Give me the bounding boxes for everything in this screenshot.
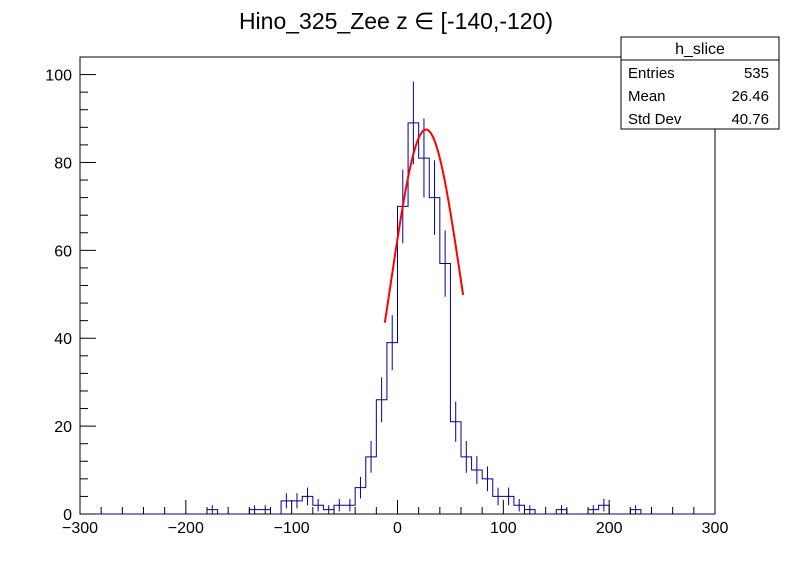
stats-mean-label: Mean (628, 88, 666, 105)
y-tick-label: 100 (45, 68, 72, 85)
stats-mean-value: 26.46 (731, 88, 769, 105)
y-tick-label: 20 (54, 419, 72, 436)
chart-title: Hino_325_Zee z ∈ [-140,-120) (239, 8, 553, 34)
y-tick-label: 60 (54, 243, 72, 260)
y-tick-label: 40 (54, 331, 72, 348)
x-tick-label: −200 (168, 520, 204, 537)
y-tick-label: 0 (63, 507, 72, 524)
gaussian-fit-curve (383, 128, 465, 323)
x-tick-label: 200 (596, 520, 623, 537)
x-tick-label: −300 (62, 520, 98, 537)
stats-stddev-label: Std Dev (628, 111, 682, 128)
stats-entries-label: Entries (628, 65, 675, 82)
y-tick-label: 80 (54, 155, 72, 172)
stats-stddev-value: 40.76 (731, 111, 769, 128)
stats-box-title: h_slice (675, 41, 725, 58)
x-tick-label: 100 (490, 520, 517, 537)
x-tick-label: −100 (274, 520, 310, 537)
x-tick-label: 300 (702, 520, 729, 537)
stats-box-frame (620, 36, 780, 130)
stats-box: h_slice Entries 535 Mean 26.46 Std Dev 4… (620, 36, 780, 130)
x-tick-label: 0 (393, 520, 402, 537)
stats-entries-value: 535 (744, 65, 769, 82)
